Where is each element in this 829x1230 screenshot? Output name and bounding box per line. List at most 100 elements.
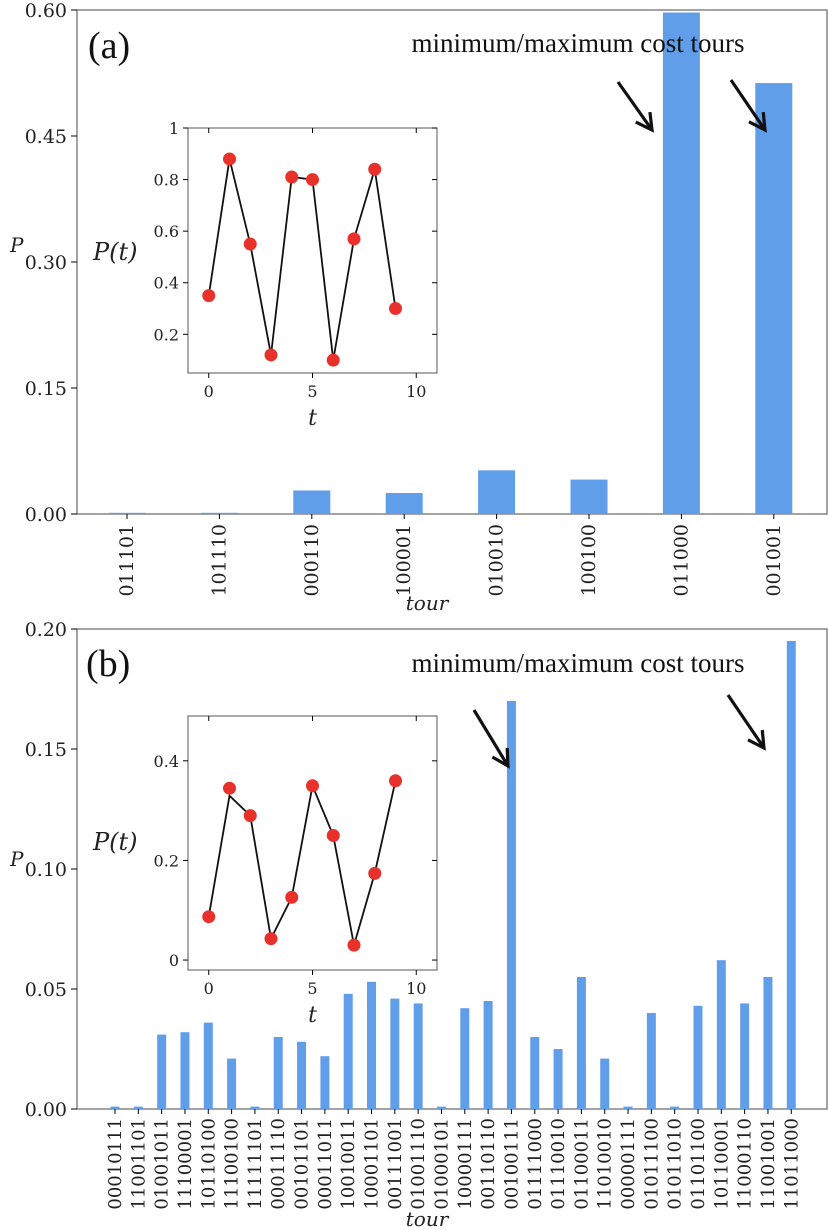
inset-y-tick-label: 0.2 — [154, 325, 179, 344]
x-tick-label: 00010111 — [105, 1118, 126, 1210]
x-tick-label: 100100 — [578, 524, 600, 597]
x-tick-label: 11100100 — [222, 1118, 243, 1210]
x-tick-label: 11000110 — [735, 1118, 756, 1210]
arrow-head — [747, 729, 766, 751]
bar — [297, 1041, 307, 1109]
panel-label: (b) — [86, 643, 130, 685]
x-tick-label: 10001101 — [362, 1118, 383, 1210]
inset-data-point — [347, 232, 361, 246]
arrow-head — [491, 747, 510, 769]
inset-y-axis-label: P(t) — [92, 828, 138, 856]
x-tick-label: 00000111 — [618, 1118, 639, 1210]
bar — [646, 1013, 656, 1109]
inset-frame — [187, 127, 438, 374]
y-tick-label: 0.45 — [25, 126, 67, 148]
inset-data-point — [368, 162, 382, 176]
bar — [413, 1003, 423, 1109]
bar — [200, 512, 238, 514]
inset-x-axis-label: t — [308, 1003, 317, 1028]
inset-chart: 0 0.2 0.4 0 5 10 P(t) t — [92, 715, 438, 1028]
inset-y-tick-label: 0.2 — [154, 851, 179, 870]
inset-y-tick-label: 1 — [169, 119, 179, 138]
inset-data-point — [389, 774, 402, 788]
inset-y-tick-label: 0.6 — [154, 222, 179, 241]
bar — [227, 1058, 237, 1109]
bar — [367, 981, 377, 1109]
inset-data-point — [223, 781, 236, 795]
bar — [343, 993, 353, 1109]
inset-x-tick-label: 0 — [204, 382, 214, 401]
inset-series-line — [207, 158, 397, 361]
x-tick-label: 00110110 — [478, 1118, 499, 1210]
x-tick-label: 011101 — [116, 524, 138, 597]
y-tick-label: 0.15 — [25, 739, 67, 761]
bar — [483, 1001, 493, 1109]
inset-x-tick-label: 5 — [307, 382, 317, 401]
x-tick-label: 000110 — [301, 524, 323, 597]
x-tick-label: 010010 — [486, 524, 508, 597]
inset-data-point — [326, 829, 340, 843]
bar — [693, 1005, 703, 1109]
y-axis-label: P — [9, 233, 24, 257]
annotation-arrow — [729, 79, 767, 133]
y-axis-label: P — [9, 847, 24, 871]
x-tick-label: 01011100 — [641, 1118, 662, 1210]
bar — [273, 1037, 283, 1109]
x-tick-label: 00101101 — [292, 1118, 313, 1210]
arrow-head — [635, 111, 654, 133]
y-tick-label: 0.00 — [25, 1099, 67, 1121]
x-tick-label: 01101100 — [688, 1118, 709, 1210]
inset-data-point — [243, 237, 257, 251]
x-tick-label: 00111001 — [385, 1118, 406, 1210]
inset-data-point — [306, 173, 319, 187]
inset-data-point — [264, 932, 278, 946]
arrow-shaft — [726, 694, 766, 749]
inset-data-point — [326, 353, 340, 367]
y-tick-label: 0.10 — [25, 859, 67, 881]
y-tick-label: 0.05 — [25, 979, 67, 1001]
inset-data-point — [285, 170, 299, 184]
bar — [157, 1034, 167, 1109]
bar — [320, 1056, 330, 1109]
x-tick-label: 00011110 — [268, 1118, 289, 1210]
x-tick-label: 11111101 — [245, 1118, 266, 1210]
inset-y-axis-label: P(t) — [92, 238, 138, 266]
bar — [436, 1106, 446, 1109]
x-tick-label: 100001 — [393, 524, 415, 597]
annotation-text: minimum/maximum cost tours — [412, 28, 745, 58]
bar — [203, 1022, 213, 1109]
bar — [576, 977, 586, 1109]
arrow-shaft — [729, 79, 767, 131]
bar — [570, 479, 608, 514]
bar — [553, 1049, 563, 1109]
x-tick-label: 10000111 — [455, 1118, 476, 1210]
inset-x-tick-label: 5 — [307, 979, 317, 998]
annotation-arrow — [726, 694, 766, 751]
x-tick-label: 11010010 — [595, 1118, 616, 1210]
bar — [108, 512, 146, 514]
x-tick-label: 11100001 — [175, 1118, 196, 1210]
bar — [755, 83, 793, 514]
x-tick-label: 01001011 — [152, 1118, 173, 1210]
bar — [390, 998, 400, 1109]
panel-label: (a) — [88, 25, 130, 67]
y-tick-label: 0.20 — [25, 619, 67, 641]
inset-y-tick-label: 0.4 — [154, 274, 179, 293]
inset-x-tick-label: 10 — [406, 382, 426, 401]
inset-data-point — [306, 779, 319, 793]
annotation-arrow — [472, 709, 510, 769]
bar — [250, 1106, 260, 1109]
inset-data-point — [389, 302, 402, 316]
x-tick-label: 001001 — [763, 524, 785, 597]
arrow-shaft — [472, 709, 510, 767]
x-tick-label: 00011011 — [315, 1118, 336, 1210]
y-tick-label: 0.30 — [25, 252, 67, 274]
inset-chart: 0.20.40.60.810 5 10P(t)t — [92, 119, 438, 431]
bar — [786, 641, 796, 1109]
x-tick-label: 11011000 — [781, 1118, 802, 1210]
bar — [662, 12, 700, 515]
y-tick-label: 0.00 — [25, 504, 67, 526]
inset-data-point — [368, 866, 382, 880]
